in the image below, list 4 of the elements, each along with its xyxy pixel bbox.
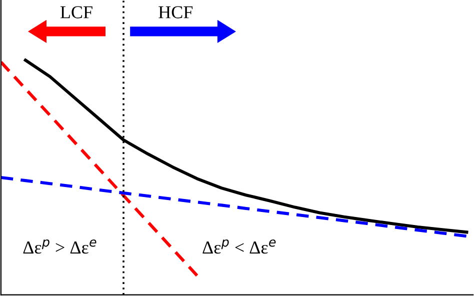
text: HCF <box>158 6 193 18</box>
annotation: Δε$^{p}$ > Δε$^{e}$ <box>23 239 96 254</box>
text: LCF <box>60 6 92 18</box>
annotation: Δε$^{p}$ < Δε$^{e}$ <box>202 239 276 254</box>
